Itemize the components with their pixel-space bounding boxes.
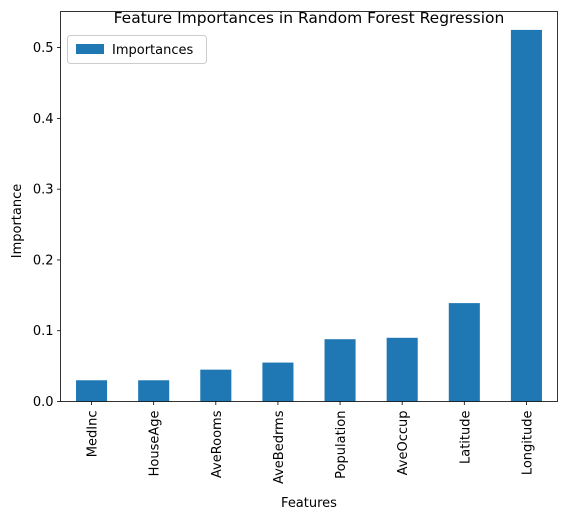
bars-group xyxy=(76,29,542,402)
legend-swatch xyxy=(76,44,104,54)
bar-avebedrms xyxy=(262,362,294,402)
x-tick-label: Latitude xyxy=(458,411,473,465)
y-tick-label: 0.0 xyxy=(33,395,54,410)
bar-longitude xyxy=(510,29,542,402)
x-tick-label: Population xyxy=(334,411,349,479)
x-tick-label: AveRooms xyxy=(210,410,225,478)
legend-label: Importances xyxy=(112,43,193,58)
plot-area-frame xyxy=(60,11,558,402)
y-axis-ticks: 0.0 0.1 0.2 0.3 0.4 0.5 xyxy=(33,41,61,410)
y-axis-label: Importance xyxy=(10,184,25,259)
y-tick-label: 0.1 xyxy=(33,324,54,339)
chart-title: Feature Importances in Random Forest Reg… xyxy=(114,9,505,27)
x-axis-label: Features xyxy=(281,496,337,511)
y-tick-label: 0.2 xyxy=(33,253,54,268)
x-tick-label: Longitude xyxy=(520,411,535,476)
y-tick-label: 0.5 xyxy=(33,41,54,56)
bar-latitude xyxy=(448,303,480,402)
x-tick-label: MedInc xyxy=(86,411,101,458)
bar-averooms xyxy=(200,369,232,402)
bar-houseage xyxy=(138,380,170,402)
bar-medinc xyxy=(76,380,108,402)
legend-box xyxy=(67,35,207,64)
y-tick-label: 0.3 xyxy=(33,183,54,198)
x-tick-label: AveBedrms xyxy=(272,410,287,484)
bar-population xyxy=(324,339,356,402)
legend: Importances xyxy=(67,35,207,64)
x-tick-label: AveOccup xyxy=(396,411,411,476)
x-axis-ticks: MedInc HouseAge AveRooms AveBedrms Populatio… xyxy=(86,401,535,484)
bar-aveoccup xyxy=(386,337,418,402)
x-tick-label: HouseAge xyxy=(148,411,163,477)
y-tick-label: 0.4 xyxy=(33,112,54,127)
